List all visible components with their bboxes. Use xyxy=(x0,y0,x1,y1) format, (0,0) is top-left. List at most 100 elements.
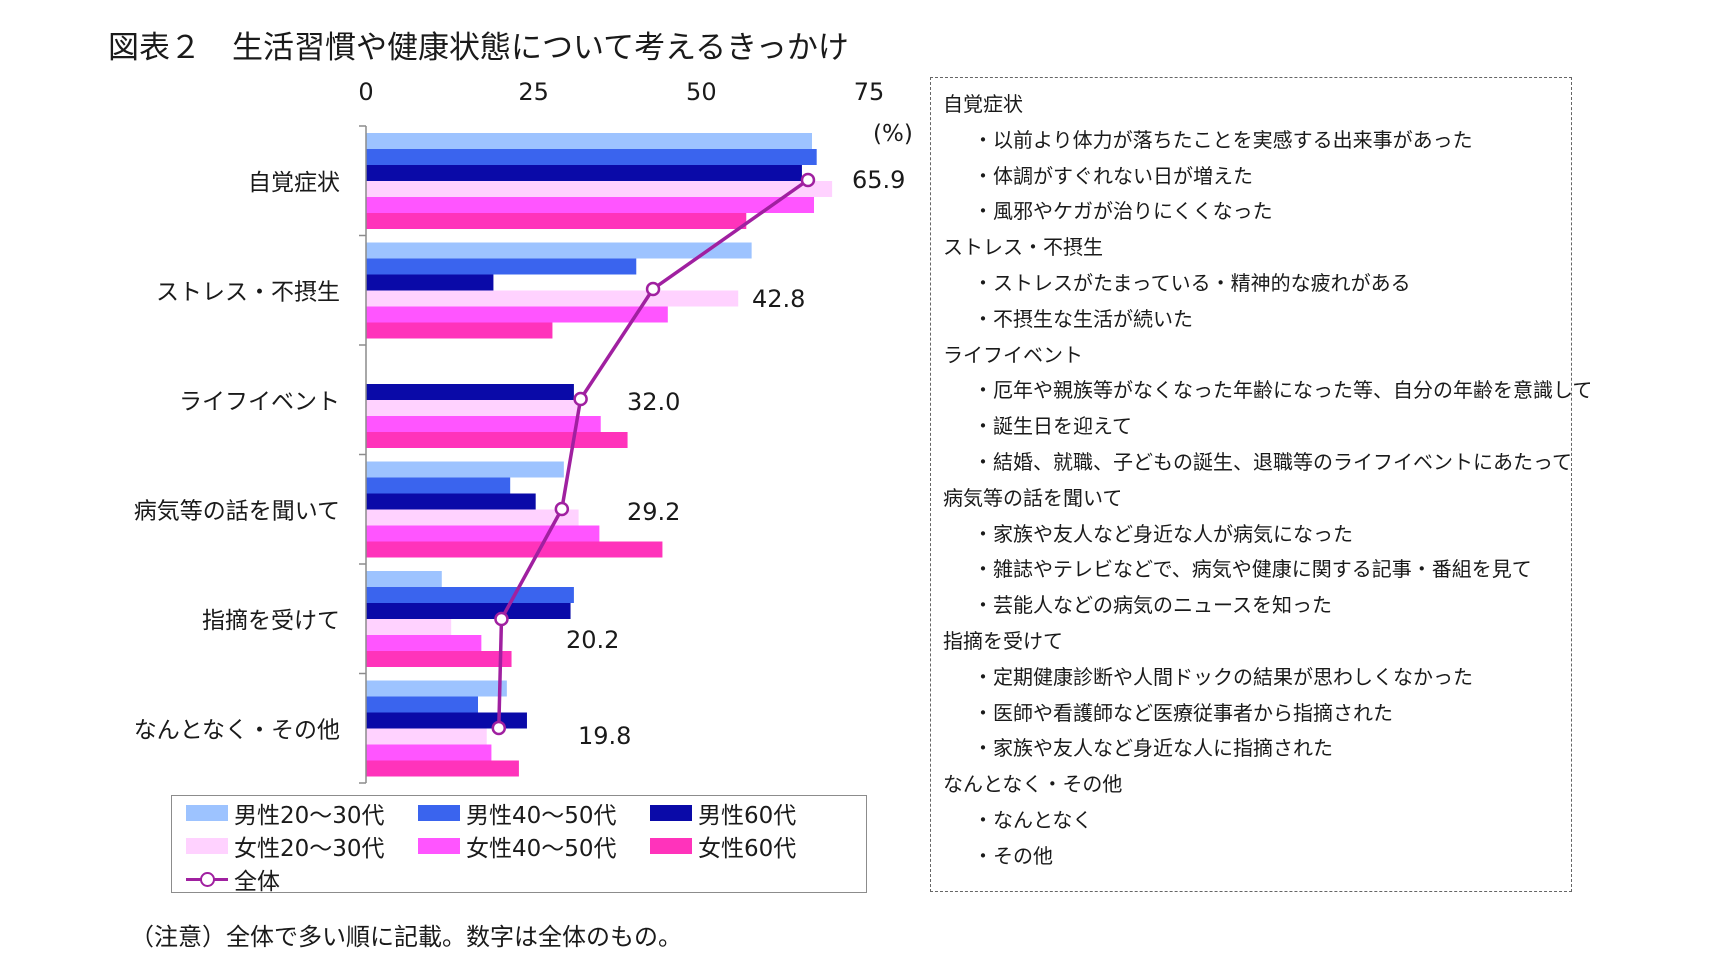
bar xyxy=(366,197,815,213)
bar xyxy=(366,712,527,729)
bar xyxy=(366,213,747,229)
definition-heading: 病気等の話を聞いて xyxy=(943,485,1123,510)
bar xyxy=(366,149,817,165)
legend-item: 女性20～30代 xyxy=(186,831,385,862)
legend-label: 男性20～30代 xyxy=(234,803,385,829)
legend-item: 男性60代 xyxy=(650,798,797,829)
bar xyxy=(366,571,442,587)
legend-item: 女性40～50代 xyxy=(418,831,617,862)
bar xyxy=(366,258,637,275)
x-tick-label: 0 xyxy=(358,78,373,106)
definition-heading: 自覚症状 xyxy=(943,92,1023,116)
legend-item: 女性60代 xyxy=(650,831,797,862)
bar xyxy=(366,651,512,667)
bar xyxy=(366,181,833,197)
definition-item: ・不摂生な生活が続いた xyxy=(973,306,1193,331)
definition-item: ・体調がすぐれない日が増えた xyxy=(973,163,1253,188)
legend-label: 女性60代 xyxy=(698,836,797,862)
bar xyxy=(366,461,564,478)
category-label: ストレス・不摂生 xyxy=(156,279,340,305)
definition-heading: ストレス・不摂生 xyxy=(943,235,1103,260)
bar xyxy=(366,290,739,307)
bar xyxy=(366,728,487,745)
total-point xyxy=(573,391,588,407)
definition-item: ・ストレスがたまっている・精神的な疲れがある xyxy=(973,271,1411,295)
unit-label: (%) xyxy=(873,121,913,147)
bar xyxy=(366,493,536,510)
definition-item: ・定期健康診断や人間ドックの結果が思わしくなかった xyxy=(973,664,1473,689)
category-label: 病気等の話を聞いて xyxy=(134,498,340,524)
legend-swatch xyxy=(186,838,228,854)
legend-item: 全体 xyxy=(186,864,280,895)
definition-item: ・誕生日を迎えて xyxy=(973,414,1132,439)
legend-swatch xyxy=(650,805,692,821)
bar xyxy=(366,432,628,448)
bar xyxy=(366,477,511,494)
definition-item: ・結婚、就職、子どもの誕生、退職等のライフイベントにあたって xyxy=(973,450,1572,474)
legend-label: 女性40～50代 xyxy=(466,836,617,862)
bar xyxy=(366,680,507,697)
total-point xyxy=(491,720,507,736)
total-point xyxy=(494,611,509,627)
bar xyxy=(366,384,574,400)
bar xyxy=(366,133,812,149)
chart-legend: 男性20～30代 男性40～50代 男性60代女性20～30代 女性40～50代 女性6… xyxy=(171,795,867,895)
bar xyxy=(366,274,494,291)
data-label: 20.2 xyxy=(566,626,619,654)
x-tick-label: 25 xyxy=(518,78,549,106)
footnote: （注意）全体で多い順に記載。数字は全体のもの。 xyxy=(130,923,682,951)
category-label: ライフイベント xyxy=(179,389,340,415)
bar xyxy=(366,400,578,416)
bar xyxy=(366,696,479,713)
bar xyxy=(366,509,579,526)
category-label: 自覚症状 xyxy=(248,170,340,196)
category-label: 指摘を受けて xyxy=(202,608,340,634)
x-tick-label: 50 xyxy=(686,78,717,106)
definition-heading: なんとなく・その他 xyxy=(943,772,1123,797)
bar-chart: 0 25 50 75 自覚症状ストレス・不摂生ライフイベント病気等の話を聞いて指摘を受け… xyxy=(134,78,905,784)
legend-swatch xyxy=(650,838,692,854)
definition-item: ・以前より体力が落ちたことを実感する出来事があった xyxy=(973,127,1473,152)
definition-item: ・風邪やケガが治りにくくなった xyxy=(973,199,1273,224)
definition-item: ・医師や看護師など医療従事者から指摘された xyxy=(973,700,1393,725)
legend-swatch xyxy=(186,871,228,887)
data-label: 42.8 xyxy=(752,285,805,313)
bar xyxy=(366,603,571,619)
bar xyxy=(366,619,452,635)
bar xyxy=(366,635,482,651)
legend-label: 女性20～30代 xyxy=(234,836,385,862)
definition-item: ・厄年や親族等がなくなった年齢になった等、自分の年齢を意識して xyxy=(973,378,1593,403)
definition-item: ・家族や友人など身近な人が病気になった xyxy=(973,521,1353,546)
total-line xyxy=(497,178,809,729)
category-label: なんとなく・その他 xyxy=(134,717,340,743)
legend-label: 全体 xyxy=(234,869,280,895)
bar xyxy=(366,242,752,259)
bar xyxy=(366,760,519,777)
bar xyxy=(366,587,574,603)
data-label: 29.2 xyxy=(627,498,680,526)
chart-title: 図表２ 生活習慣や健康状態について考えるきっかけ xyxy=(108,30,849,66)
data-label: 65.9 xyxy=(852,166,905,194)
definition-heading: ライフイベント xyxy=(943,342,1083,367)
definition-heading: 指摘を受けて xyxy=(943,629,1063,653)
legend-item: 男性20～30代 xyxy=(186,798,385,829)
data-label: 32.0 xyxy=(627,388,680,416)
total-point xyxy=(800,172,816,188)
legend-label: 男性40～50代 xyxy=(466,803,617,829)
bar xyxy=(366,744,492,761)
data-label: 19.8 xyxy=(578,722,631,750)
legend-item: 男性40～50代 xyxy=(418,798,617,829)
definition-item: ・なんとなく xyxy=(973,808,1093,832)
definition-item: ・家族や友人など身近な人に指摘された xyxy=(973,736,1333,761)
legend-label: 男性60代 xyxy=(698,803,797,829)
bar xyxy=(366,165,802,181)
bar xyxy=(366,541,663,558)
category-definitions-panel: 自覚症状・以前より体力が落ちたことを実感する出来事があった ・体調がすぐれない日が… xyxy=(930,77,1592,892)
bar xyxy=(366,525,600,542)
total-point xyxy=(645,281,661,297)
total-point xyxy=(554,501,570,517)
bar xyxy=(366,306,668,323)
legend-swatch xyxy=(418,838,460,854)
bar xyxy=(366,322,553,339)
legend-swatch xyxy=(418,805,460,821)
